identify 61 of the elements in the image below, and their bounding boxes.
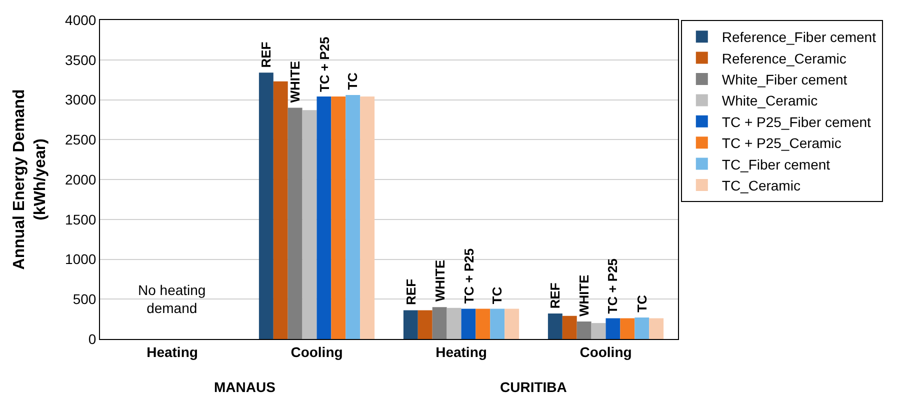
- annotation: REF: [548, 282, 563, 309]
- x-tick-label: Heating: [436, 344, 487, 360]
- annotation: REF: [403, 278, 418, 305]
- legend-label: TC + P25_Fiber cement: [722, 114, 872, 130]
- annotation: REF: [258, 42, 274, 68]
- annotation: TC: [344, 72, 360, 90]
- x-tick-label: Cooling: [290, 344, 343, 360]
- bar: [288, 108, 302, 339]
- y-tick-label: 3000: [65, 92, 96, 108]
- bar: [649, 318, 664, 339]
- bar: [634, 317, 650, 339]
- legend-label: Reference_Fiber cement: [722, 29, 876, 46]
- bar: [591, 323, 606, 339]
- text: MANAUS: [214, 379, 276, 395]
- y-axis-title: Annual Energy Demand (kWh/year): [11, 89, 49, 270]
- bar: [403, 310, 418, 339]
- annotation: WHITE: [432, 259, 448, 302]
- y-tick-label: 1000: [65, 251, 96, 268]
- y-tick-label: 4000: [65, 12, 96, 28]
- y-tick-label: 2000: [65, 171, 96, 188]
- y-tick-label: 3500: [65, 52, 96, 68]
- bar: [504, 308, 520, 339]
- annotation: WHITE: [576, 274, 592, 317]
- legend-label: White_Fiber cement: [722, 71, 848, 88]
- bar: [548, 313, 562, 339]
- y-tick-label: 0: [88, 330, 96, 347]
- bar: [461, 308, 476, 339]
- legend-label: TC + P25_Ceramic: [722, 135, 842, 152]
- annotation: No heating demand: [138, 282, 206, 316]
- annotation: TC: [634, 294, 650, 312]
- annotation: TC: [490, 286, 505, 304]
- bar: [316, 96, 332, 339]
- legend-label: TC_Fiber cement: [722, 156, 830, 172]
- x-tick-label: Heating: [146, 344, 198, 360]
- bar: [273, 81, 288, 339]
- annotation: TC + P25: [316, 36, 332, 92]
- bar: [490, 308, 505, 339]
- bar: [302, 110, 317, 339]
- legend-label: White_Ceramic: [722, 92, 818, 109]
- legend-label: Reference_Ceramic: [722, 50, 846, 66]
- bar: [576, 321, 592, 339]
- bar: [476, 308, 490, 339]
- bar: [331, 96, 346, 339]
- bar: [620, 318, 635, 339]
- bar: [446, 308, 462, 339]
- y-tick-label: 1500: [65, 211, 96, 228]
- y-tick-label: 2500: [65, 132, 96, 148]
- bar: [432, 307, 447, 339]
- legend-label: TC_Ceramic: [722, 177, 800, 194]
- bar: [258, 72, 274, 339]
- annotation: WHITE: [287, 60, 302, 103]
- bar: [562, 316, 577, 339]
- bar: [606, 318, 620, 339]
- y-tick-label: 500: [72, 291, 96, 308]
- annotation: TC + P25: [605, 258, 620, 314]
- bar: [360, 96, 375, 339]
- text: CURITIBA: [500, 379, 567, 395]
- x-tick-label: Cooling: [580, 344, 632, 360]
- bar: [346, 94, 360, 339]
- annotation: TC + P25: [461, 248, 476, 304]
- bar: [418, 310, 432, 339]
